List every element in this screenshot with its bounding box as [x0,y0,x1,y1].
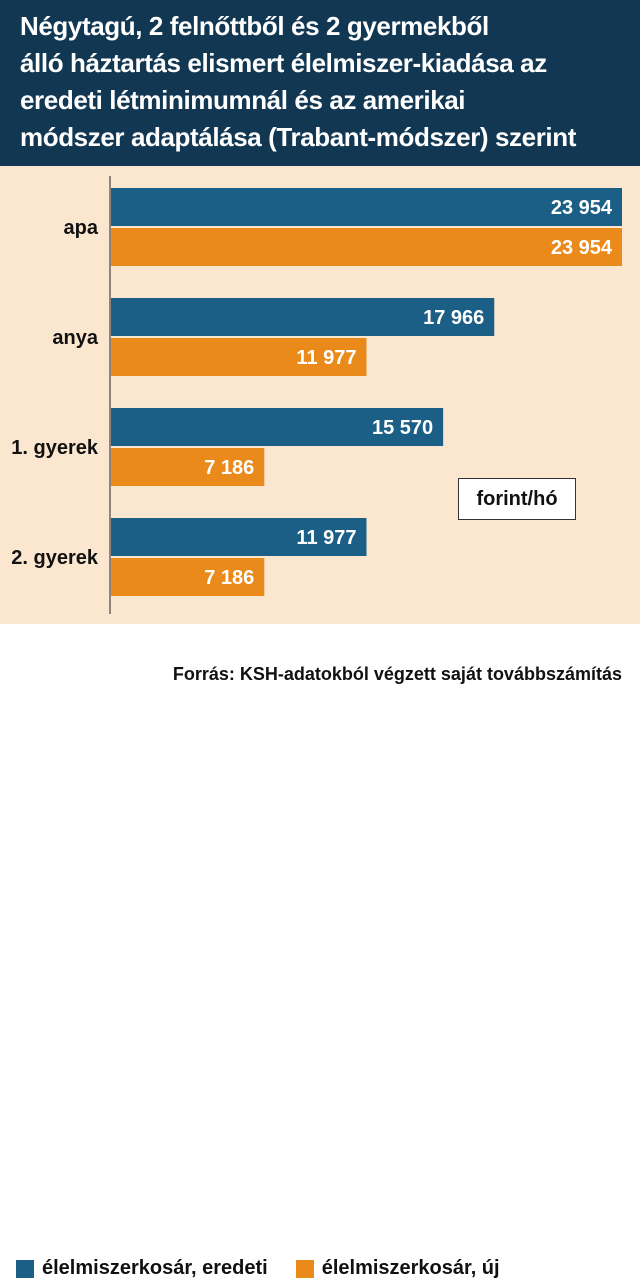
chart-header: Négytagú, 2 felnőttből és 2 gyermekből á… [0,0,640,166]
data-label: 11 977 [296,347,356,369]
data-label: 15 570 [372,417,433,439]
bar [111,558,265,596]
bar [111,408,444,446]
legend-item-original: élelmiszerkosár, eredeti [16,1257,268,1280]
category-label: 1. gyerek [11,437,99,459]
legend-swatch-new [295,1259,314,1278]
legend: élelmiszerkosár, eredeti élelmiszerkosár… [16,1257,528,1280]
chart-title: Négytagú, 2 felnőttből és 2 gyermekből á… [20,11,576,152]
category-label: anya [52,327,98,349]
bar [111,188,622,226]
chart-footer: élelmiszerkosár, eredeti élelmiszerkosár… [0,624,640,1279]
legend-item-new: élelmiszerkosár, új [295,1257,500,1280]
bar [111,338,367,376]
data-label: 11 977 [296,527,356,549]
legend-swatch-original [16,1259,34,1278]
bar [111,448,265,486]
data-label: 17 966 [423,307,484,329]
category-label: apa [64,217,99,239]
legend-label-new: élelmiszerkosár, új [321,1257,500,1279]
bar [111,228,622,266]
data-label: 23 954 [551,197,613,219]
bar [111,518,367,556]
data-label: 7 186 [204,457,254,479]
legend-label-original: élelmiszerkosár, eredeti [42,1257,268,1279]
source-note: Forrás: KSH-adatokból végzett saját tová… [172,664,622,684]
bar [111,298,495,336]
category-label: 2. gyerek [11,547,99,569]
data-label: 23 954 [551,237,613,259]
unit-label: forint/hó [458,478,576,520]
data-label: 7 186 [204,567,254,589]
bar-chart: apa 23 954 23 954 anya 17 966 11 977 1. gyerek… [11,176,622,614]
